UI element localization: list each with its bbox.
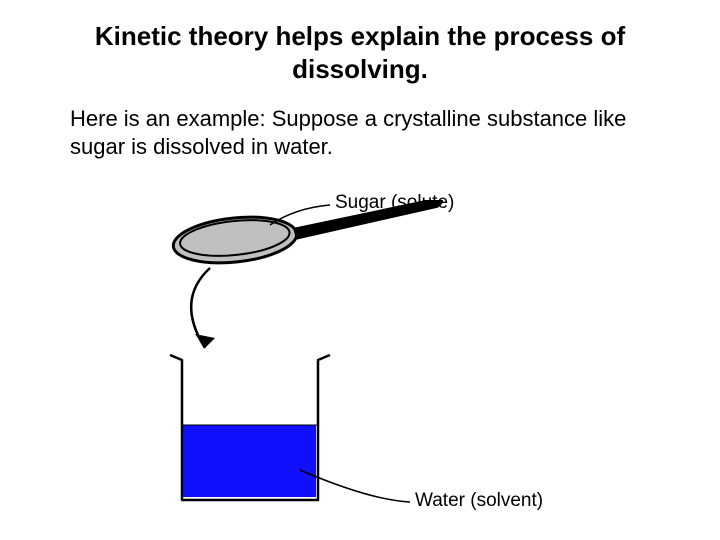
- diagram-svg: [140, 200, 600, 520]
- body-text: Here is an example: Suppose a crystallin…: [0, 85, 720, 160]
- page-title: Kinetic theory helps explain the process…: [0, 0, 720, 85]
- beaker-icon: [170, 355, 330, 500]
- diagram-container: Sugar (solute) Water (solvent): [140, 200, 600, 520]
- beaker-water: [182, 425, 316, 497]
- pour-arrow-icon: [191, 268, 215, 348]
- water-leader-line: [300, 470, 410, 502]
- water-label: Water (solvent): [415, 490, 543, 512]
- sugar-label: Sugar (solute): [335, 192, 454, 214]
